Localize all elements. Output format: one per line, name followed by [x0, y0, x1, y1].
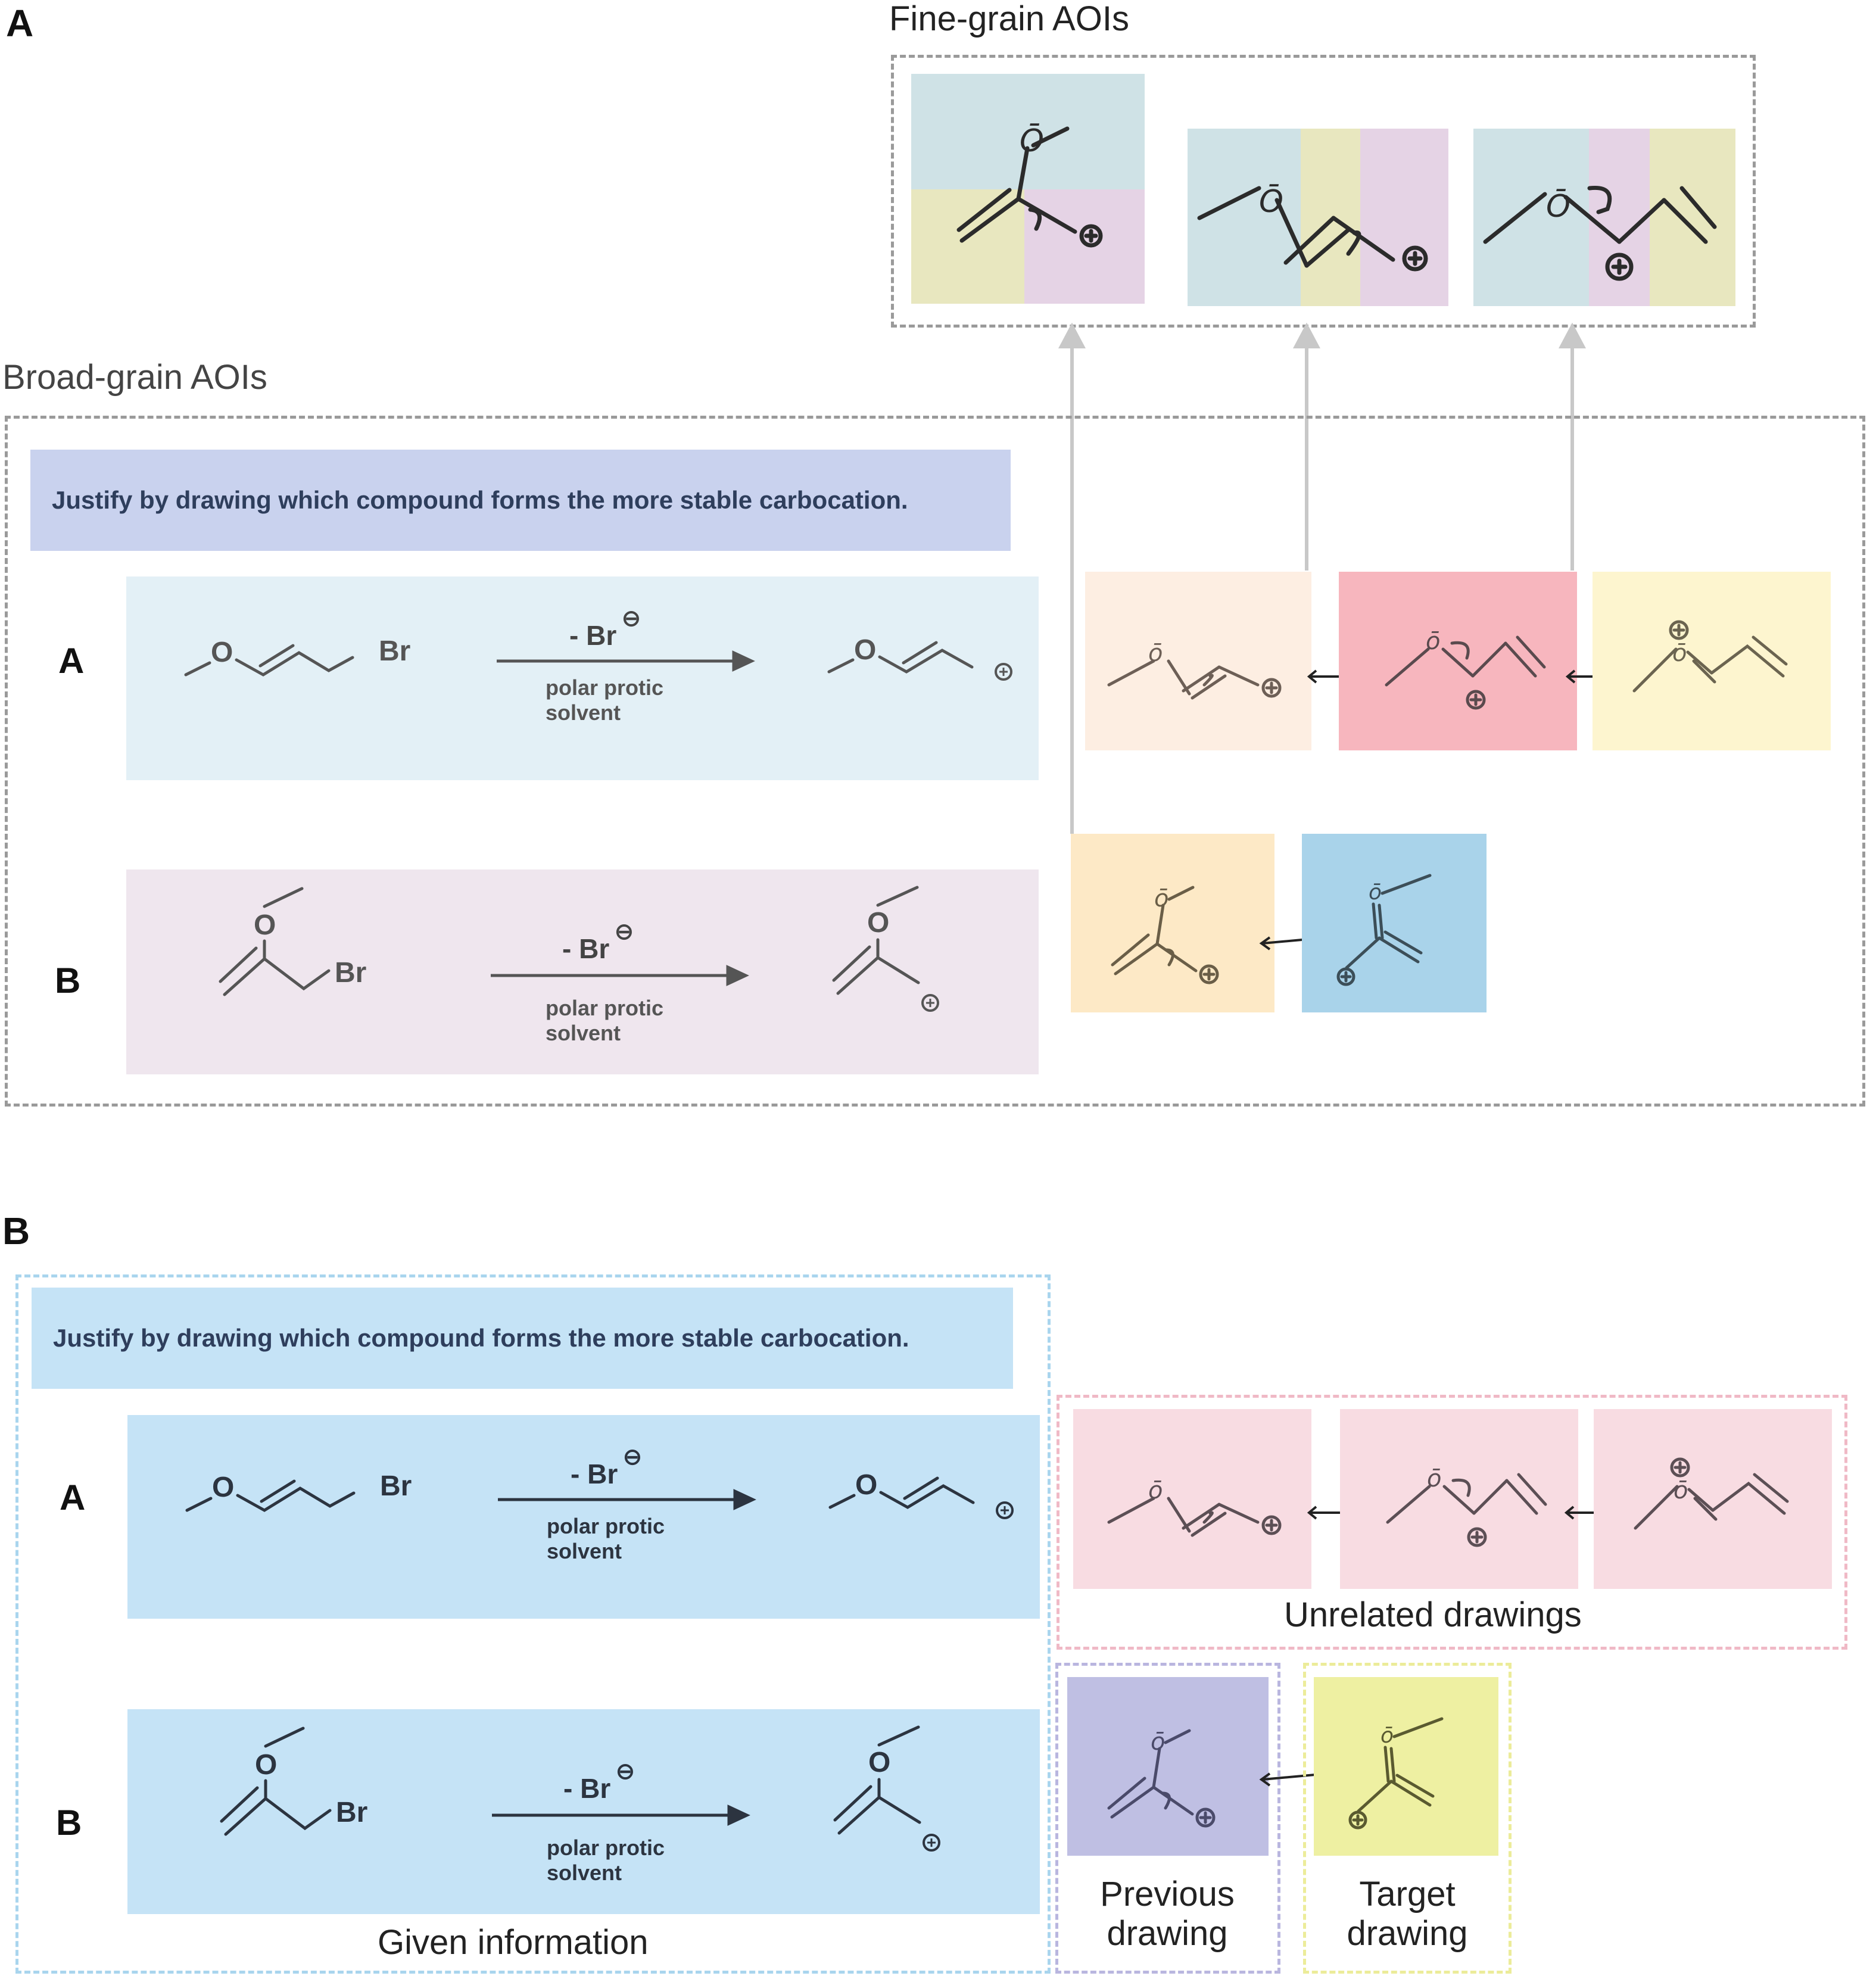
panel-b-question: Justify by drawing which compound forms … [32, 1288, 1013, 1389]
fine-aoi-1-purple [1024, 189, 1145, 304]
panel-a-row-a-product-o: O [854, 634, 877, 666]
panel-a-row-a-reactant-o: O [211, 637, 233, 668]
svg-text:ō: ō [1148, 640, 1163, 667]
fine-aoi-3: Ō [1473, 129, 1735, 306]
given-information-label: Given information [378, 1923, 649, 1962]
fine-aoi-3-blue [1473, 129, 1589, 306]
panel-a-row-b-reagent-charge: ⊖ [615, 920, 634, 945]
svg-text:ō: ō [1154, 885, 1168, 912]
panel-a-row-a-letter: A [58, 641, 85, 681]
panel-a-row-b-reagent-line1: polar protic [546, 996, 664, 1020]
aoi-arrows [1058, 322, 1586, 834]
svg-text:ō: ō [1427, 1465, 1441, 1492]
panel-b-row-b-reagent-top: - Br [563, 1773, 611, 1804]
fine-aoi-2-purple [1360, 129, 1448, 306]
fine-aoi-3-purple [1589, 129, 1650, 306]
panel-b-row-b-scheme [220, 1725, 940, 1852]
fine-aoi-1-blue [911, 74, 1145, 189]
panel-a-row-a: O Br - Br ⊖ polar protic solvent O [126, 576, 1039, 780]
panel-b-row-b-reagent-line2: solvent [547, 1860, 622, 1885]
panel-b-row-b-reagent-charge: ⊖ [616, 1759, 635, 1784]
panel-b-row-a-reagent-top: - Br [571, 1458, 618, 1489]
panel-a-row-a-reactant-br: Br [379, 635, 411, 667]
fine-grain-frame [891, 55, 1756, 328]
panel-b-row-b: O Br - Br ⊖ polar protic solvent O [127, 1709, 1040, 1914]
svg-text:ō: ō [1426, 628, 1440, 655]
panel-a-row-a-reagent-line1: polar protic [546, 675, 664, 700]
broad-grain-frame [5, 416, 1865, 1107]
target-drawing-label-1: Target [1359, 1875, 1456, 1913]
panel-a-row-b-reactant-o: O [254, 909, 276, 941]
panel-b-row-a-reagent-line2: solvent [547, 1539, 622, 1563]
fine-aoi-3-sketch: Ō [1483, 185, 1717, 281]
unrelated-drawing-2: ō [1340, 1409, 1578, 1589]
target-drawing: ō [1314, 1677, 1498, 1856]
panel-a-row-b-product-o: O [867, 907, 890, 939]
fine-aoi-1-sketch: Ō [956, 123, 1103, 248]
svg-text:Ō: Ō [1020, 123, 1044, 159]
fine-aoi-2-blue [1188, 129, 1301, 306]
panel-b-row-a-reagent-charge: ⊖ [623, 1445, 642, 1470]
panel-a-drawing-b2: ō [1302, 834, 1487, 1012]
svg-text:ō: ō [1672, 640, 1687, 667]
panel-b-row-a: O Br - Br ⊖ polar protic solvent O [127, 1415, 1040, 1619]
panel-a-row-b-letter: B [55, 961, 81, 1001]
panel-b-row-a-reactant-o: O [212, 1472, 235, 1503]
panel-b-row-b-product-o: O [868, 1747, 891, 1778]
panel-a-row-b-reactant-br: Br [335, 957, 367, 989]
fine-aoi-3-yellow [1650, 129, 1735, 306]
svg-text:ō: ō [1674, 1477, 1688, 1504]
panel-a-row-b-reagent-line2: solvent [546, 1021, 621, 1045]
fine-aoi-2: Ō [1188, 129, 1448, 306]
panel-a-drawing-a2: ō [1339, 572, 1577, 750]
svg-text:ō: ō [1369, 880, 1382, 905]
panel-b-row-a-reactant-br: Br [380, 1470, 412, 1502]
fine-aoi-2-yellow [1301, 129, 1360, 306]
target-drawing-frame [1303, 1663, 1512, 1974]
svg-text:Ō: Ō [1259, 184, 1283, 220]
panel-a-letter: A [6, 2, 34, 45]
fine-aoi-2-sketch: Ō [1197, 184, 1428, 272]
panel-a-drawing-b1: ō [1071, 834, 1274, 1012]
previous-drawing-label-2: drawing [1107, 1914, 1228, 1953]
unrelated-drawings-frame [1057, 1395, 1847, 1650]
panel-b-row-b-reagent-line1: polar protic [547, 1835, 665, 1860]
panel-a-row-a-scheme [184, 641, 1012, 681]
fine-grain-title: Fine-grain AOIs [889, 0, 1129, 38]
panel-a-row-b-reagent-top: - Br [562, 933, 610, 964]
svg-text:ō: ō [1380, 1724, 1394, 1748]
panel-b-letter: B [2, 1210, 30, 1252]
panel-b-row-b-letter: B [56, 1803, 82, 1843]
panel-b-row-b-reactant-br: Br [336, 1797, 368, 1828]
unrelated-drawings-label: Unrelated drawings [1284, 1595, 1582, 1634]
broad-grain-title: Broad-grain AOIs [2, 358, 267, 397]
unrelated-drawing-3: ō [1594, 1409, 1832, 1589]
panel-a-question: Justify by drawing which compound forms … [30, 450, 1011, 551]
panel-b-row-b-reactant-o: O [255, 1749, 278, 1781]
given-information-frame [15, 1274, 1051, 1974]
panel-a-row-b: O Br - Br ⊖ polar protic solvent O [126, 869, 1039, 1074]
panel-a-row-a-reagent-line2: solvent [546, 700, 621, 725]
unrelated-drawing-1: ō [1073, 1409, 1311, 1589]
previous-drawing: ō [1067, 1677, 1269, 1856]
panel-a-row-a-reagent-charge: ⊖ [622, 606, 641, 631]
panel-b-row-a-reagent-line1: polar protic [547, 1514, 665, 1538]
fine-aoi-1: Ō [911, 74, 1145, 304]
panel-a-drawing-a3: ō [1593, 572, 1831, 750]
target-drawing-label-2: drawing [1347, 1914, 1468, 1953]
svg-text:ō: ō [1151, 1728, 1165, 1756]
panel-a-row-b-scheme [219, 886, 939, 1012]
panel-a-drawing-a1: ō [1085, 572, 1311, 750]
svg-text:ō: ō [1148, 1477, 1163, 1504]
previous-drawing-frame [1055, 1663, 1280, 1974]
panel-b-row-a-product-o: O [855, 1469, 878, 1501]
panel-a-row-a-reagent-top: - Br [569, 620, 617, 651]
previous-drawing-label-1: Previous [1100, 1875, 1235, 1913]
panel-b-row-a-scheme [185, 1476, 1014, 1519]
panel-b-row-a-letter: A [60, 1478, 86, 1517]
svg-text:Ō: Ō [1546, 189, 1570, 225]
